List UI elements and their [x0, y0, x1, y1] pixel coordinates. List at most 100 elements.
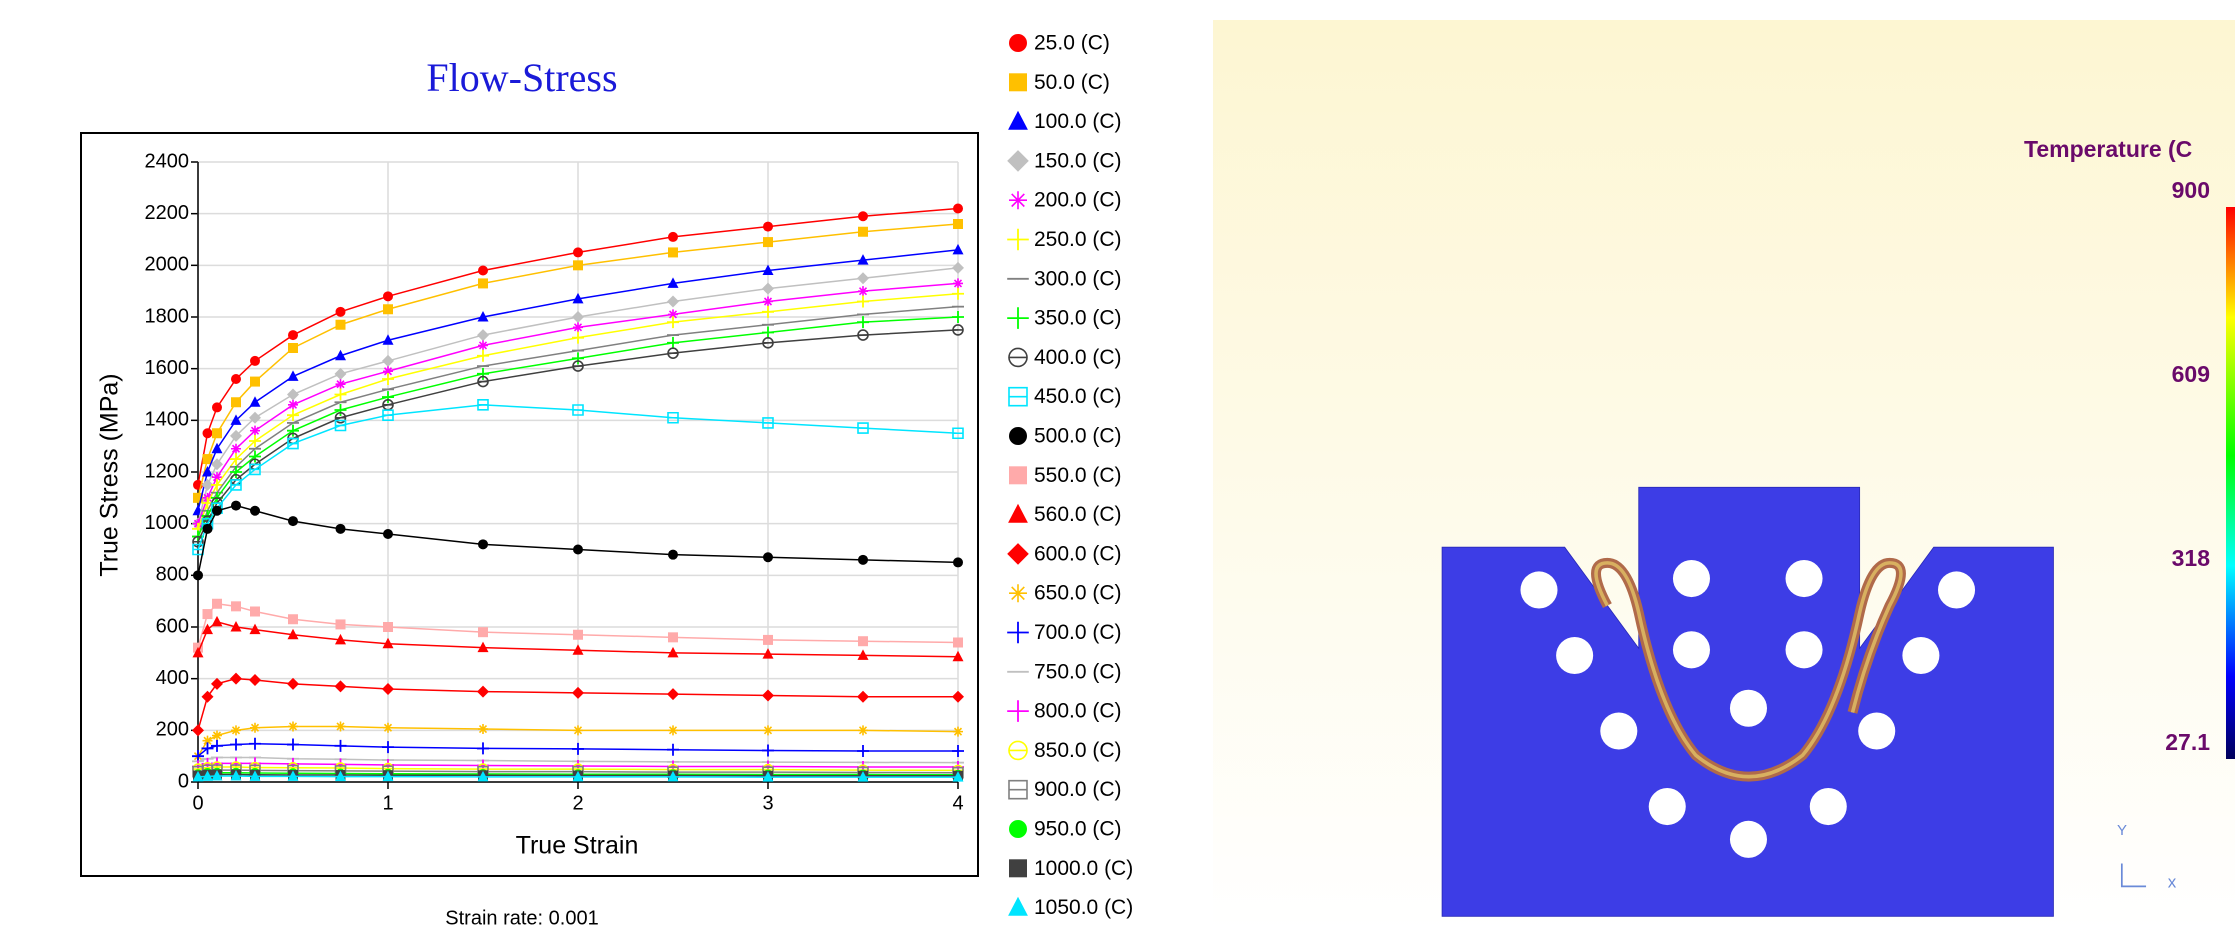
marker — [1007, 150, 1029, 172]
marker — [231, 725, 241, 735]
marker — [1008, 111, 1028, 130]
legend-label: 950.0 (C) — [1034, 818, 1122, 841]
x-axis-title: True Strain — [516, 832, 639, 860]
marker — [288, 721, 298, 731]
marker — [573, 247, 583, 257]
marker — [858, 555, 868, 565]
marker — [858, 636, 868, 646]
marker — [1008, 897, 1028, 916]
marker — [763, 297, 773, 307]
marker — [763, 635, 773, 645]
marker — [250, 506, 260, 516]
marker — [1009, 191, 1027, 209]
chart-title: Flow-Stress — [426, 55, 617, 100]
marker — [858, 725, 868, 735]
legend-label: 100.0 (C) — [1034, 110, 1122, 133]
marker — [250, 377, 260, 387]
y-axis-title: True Stress (MPa) — [96, 373, 124, 576]
marker — [573, 725, 583, 735]
marker — [953, 727, 963, 737]
marker — [212, 731, 222, 741]
marker — [763, 237, 773, 247]
y-tick-label: 600 — [156, 615, 189, 637]
marker — [953, 557, 963, 567]
legend-label: 560.0 (C) — [1034, 503, 1122, 526]
legend-label: 650.0 (C) — [1034, 582, 1122, 605]
legend-label: 25.0 (C) — [1034, 32, 1110, 55]
legend-label: 500.0 (C) — [1034, 425, 1122, 448]
legend-label: 50.0 (C) — [1034, 71, 1110, 94]
legend-label: 850.0 (C) — [1034, 739, 1122, 762]
legend-label: 400.0 (C) — [1034, 346, 1122, 369]
legend-label: 300.0 (C) — [1034, 267, 1122, 290]
marker — [1007, 700, 1029, 722]
marker — [668, 247, 678, 257]
marker — [1009, 859, 1027, 877]
marker — [478, 627, 488, 637]
legend-label: 200.0 (C) — [1034, 189, 1122, 212]
marker — [953, 638, 963, 648]
y-tick-label: 400 — [156, 667, 189, 689]
marker — [231, 444, 241, 454]
marker — [1007, 622, 1029, 644]
marker — [203, 428, 213, 438]
marker — [1009, 73, 1027, 91]
marker — [288, 614, 298, 624]
marker — [763, 552, 773, 562]
marker — [1009, 584, 1027, 602]
marker — [1009, 34, 1027, 52]
marker — [1009, 427, 1027, 445]
legend-label: 800.0 (C) — [1034, 700, 1122, 723]
y-tick-label: 1200 — [145, 460, 190, 482]
x-tick-label: 2 — [572, 792, 583, 814]
marker — [288, 400, 298, 410]
marker — [858, 227, 868, 237]
marker — [573, 545, 583, 555]
marker — [383, 304, 393, 314]
marker — [288, 343, 298, 353]
marker — [1009, 466, 1027, 484]
x-tick-label: 3 — [762, 792, 773, 814]
colorbar-tick-label: 609 — [2172, 361, 2210, 387]
y-tick-label: 1400 — [145, 409, 190, 431]
marker — [478, 724, 488, 734]
marker — [231, 601, 241, 611]
y-tick-label: 0 — [178, 770, 189, 792]
x-tick-label: 0 — [192, 792, 203, 814]
marker — [250, 426, 260, 436]
triad-x: x — [2168, 872, 2177, 891]
colorbar-tick-label: 27.1 — [2165, 729, 2210, 755]
y-tick-label: 800 — [156, 564, 189, 586]
marker — [231, 501, 241, 511]
marker — [953, 219, 963, 229]
legend-label: 250.0 (C) — [1034, 228, 1122, 251]
marker — [212, 402, 222, 412]
marker — [763, 725, 773, 735]
legend-label: 1000.0 (C) — [1034, 857, 1133, 880]
legend-label: 900.0 (C) — [1034, 778, 1122, 801]
marker — [250, 607, 260, 617]
x-tick-label: 4 — [952, 792, 963, 814]
marker — [212, 599, 222, 609]
marker — [288, 330, 298, 340]
marker — [573, 630, 583, 640]
mesh-model — [1442, 487, 2146, 916]
marker — [336, 379, 346, 389]
y-tick-label: 1800 — [145, 305, 190, 327]
colorbar — [2226, 207, 2235, 759]
marker — [858, 211, 868, 221]
marker — [478, 340, 488, 350]
caption: Strain rate: 0.001 — [445, 907, 598, 929]
colorbar-title: Temperature (C — [2024, 136, 2192, 162]
x-tick-label: 1 — [382, 792, 393, 814]
marker — [288, 516, 298, 526]
marker — [250, 723, 260, 733]
marker — [212, 428, 222, 438]
marker — [1007, 543, 1029, 565]
marker — [1009, 820, 1027, 838]
marker — [478, 539, 488, 549]
marker — [1009, 741, 1027, 759]
marker — [336, 619, 346, 629]
legend: 25.0 (C)50.0 (C)100.0 (C)150.0 (C)200.0 … — [1007, 32, 1133, 920]
marker — [193, 570, 203, 580]
